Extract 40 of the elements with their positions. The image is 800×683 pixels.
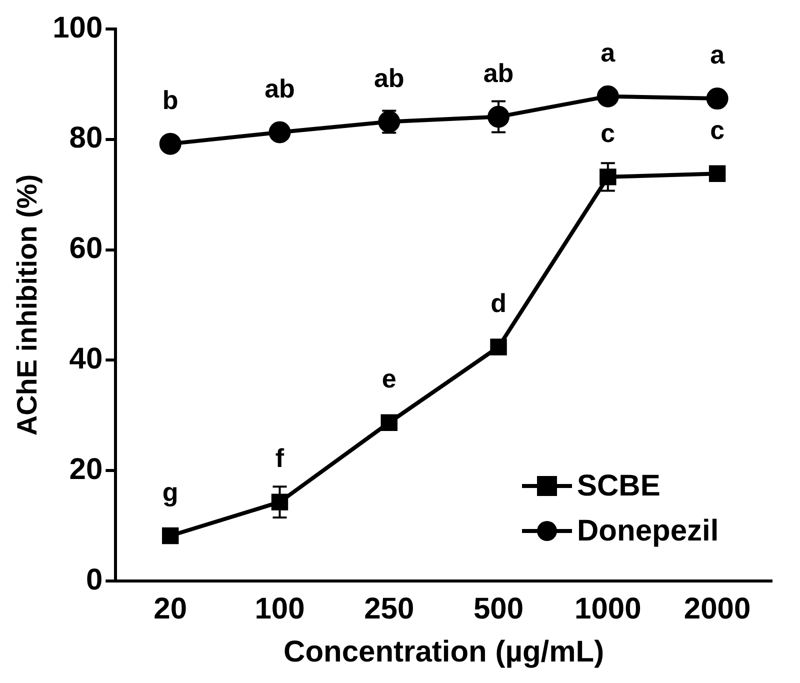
y-tick-label: 20 <box>69 452 103 486</box>
annotation: b <box>162 84 178 115</box>
annotation: a <box>710 40 726 70</box>
x-tick-label: 20 <box>154 592 188 626</box>
y-tick-label: 100 <box>52 11 103 44</box>
point <box>708 165 726 182</box>
legend-label: Donepezil <box>577 514 719 548</box>
annotation: a <box>600 38 616 68</box>
x-tick-label: 250 <box>364 592 414 626</box>
point <box>378 110 400 133</box>
point <box>159 132 182 155</box>
x-tick-label: 1000 <box>574 592 642 626</box>
y-tick-label: 80 <box>69 122 103 155</box>
annotation: ab <box>483 58 514 88</box>
annotation: c <box>600 118 616 148</box>
annotation: ab <box>374 62 404 93</box>
x-tick-label: 100 <box>254 592 305 626</box>
y-tick-label: 40 <box>69 342 103 376</box>
point <box>600 168 616 186</box>
y-tick-label: 0 <box>86 563 103 596</box>
annotation: e <box>382 364 396 394</box>
x-tick-label: 500 <box>473 592 524 626</box>
annotation: f <box>275 443 284 474</box>
legend-label: SCBE <box>577 469 660 502</box>
point <box>380 414 398 431</box>
y-axis-title: AChE inhibition (%) <box>12 174 43 436</box>
y-tick-label: 60 <box>69 232 103 266</box>
annotation: g <box>162 476 178 507</box>
point <box>488 106 510 128</box>
point <box>706 88 728 110</box>
point <box>490 338 507 356</box>
annotation: c <box>710 114 725 145</box>
annotation: d <box>490 288 506 318</box>
point <box>596 85 619 108</box>
annotation: ab <box>264 73 295 104</box>
point <box>271 494 288 510</box>
point <box>162 527 179 544</box>
x-tick-label: 2000 <box>684 592 751 626</box>
x-axis-title: Concentration (µg/mL) <box>284 635 604 668</box>
point <box>268 121 291 144</box>
